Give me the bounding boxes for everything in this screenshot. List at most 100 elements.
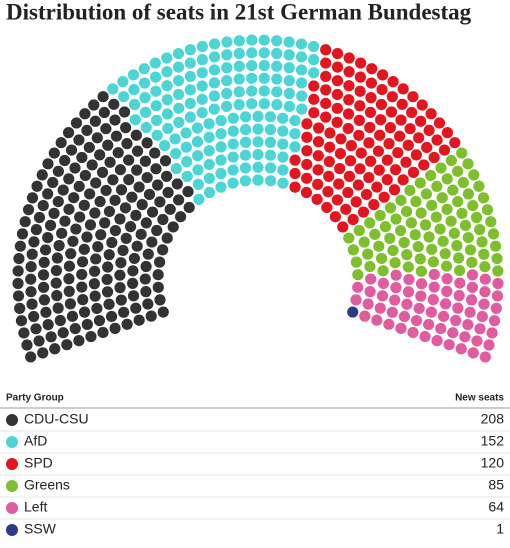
- seat: [343, 80, 355, 92]
- seat: [353, 114, 365, 126]
- seat: [312, 150, 324, 162]
- seat: [258, 47, 270, 59]
- seat: [320, 70, 332, 83]
- seat: [84, 188, 96, 200]
- party-name: CDU-CSU: [24, 411, 89, 427]
- seat: [300, 186, 313, 199]
- seat: [456, 147, 468, 159]
- seat: [183, 201, 195, 214]
- seat: [398, 310, 411, 323]
- seat: [115, 294, 127, 306]
- seat: [118, 91, 130, 103]
- seat: [395, 194, 407, 206]
- seat: [323, 170, 335, 182]
- seat: [428, 281, 440, 293]
- seat: [143, 188, 156, 201]
- seat: [466, 294, 478, 306]
- seat: [258, 85, 270, 97]
- seat: [479, 273, 491, 285]
- seat: [433, 117, 446, 129]
- seat: [239, 111, 252, 123]
- seat: [277, 125, 289, 137]
- seat: [203, 158, 215, 171]
- seat: [110, 130, 123, 142]
- seat: [373, 240, 385, 252]
- seat: [48, 207, 60, 219]
- seat: [117, 244, 129, 257]
- seat: [33, 335, 45, 347]
- seat: [372, 145, 385, 157]
- seat: [203, 186, 216, 199]
- seat: [407, 166, 420, 178]
- seat: [159, 140, 171, 152]
- seat: [365, 92, 377, 104]
- seat: [61, 339, 73, 351]
- seat: [308, 80, 320, 92]
- seat: [76, 281, 88, 293]
- legend-swatch: [6, 414, 18, 426]
- seat: [57, 327, 69, 339]
- seat: [38, 294, 50, 306]
- seat: [363, 171, 375, 184]
- seat: [389, 294, 401, 306]
- seat: [103, 249, 115, 261]
- seat: [437, 235, 449, 247]
- seat: [49, 343, 61, 355]
- seat: [453, 290, 465, 302]
- seat: [102, 139, 114, 151]
- seat: [447, 184, 459, 196]
- seat: [418, 159, 430, 171]
- seat: [90, 177, 102, 189]
- seat: [42, 231, 54, 244]
- seat: [345, 140, 357, 152]
- seat: [329, 211, 342, 223]
- seat-count: 152: [481, 433, 505, 449]
- seat: [467, 347, 479, 359]
- seat: [352, 179, 364, 191]
- seat: [323, 156, 335, 168]
- seat: [221, 87, 233, 100]
- party-name: Left: [24, 499, 47, 515]
- seat: [173, 116, 185, 128]
- seat: [295, 64, 308, 76]
- seat: [415, 278, 428, 290]
- seat: [171, 178, 183, 190]
- seat: [377, 265, 389, 277]
- seat: [239, 149, 252, 161]
- seat: [63, 203, 75, 215]
- seat: [114, 282, 126, 294]
- seat: [409, 229, 421, 241]
- seat: [173, 102, 185, 114]
- seat: [271, 86, 283, 98]
- seat: [181, 170, 193, 182]
- seat: [441, 273, 453, 285]
- seat: [435, 162, 447, 174]
- seat-count: 120: [481, 455, 505, 471]
- seat: [99, 217, 111, 229]
- seat: [53, 240, 65, 252]
- seat: [362, 298, 374, 310]
- seat: [289, 167, 301, 180]
- seat: [340, 203, 352, 215]
- seat: [271, 35, 283, 47]
- seat: [414, 253, 426, 265]
- seat: [105, 310, 118, 323]
- seat: [467, 199, 479, 212]
- seat: [462, 231, 474, 244]
- seat: [126, 191, 138, 203]
- seat: [30, 224, 42, 236]
- seat: [52, 195, 64, 208]
- seat: [392, 147, 404, 159]
- seat: [312, 136, 325, 148]
- seat: [63, 173, 75, 185]
- seat: [343, 170, 355, 182]
- seat: [69, 162, 81, 174]
- seat: [355, 57, 367, 69]
- seat: [395, 114, 407, 126]
- seat: [441, 173, 453, 185]
- seat: [70, 117, 83, 129]
- seat: [434, 223, 446, 235]
- seat: [252, 136, 264, 148]
- seat: [441, 127, 454, 139]
